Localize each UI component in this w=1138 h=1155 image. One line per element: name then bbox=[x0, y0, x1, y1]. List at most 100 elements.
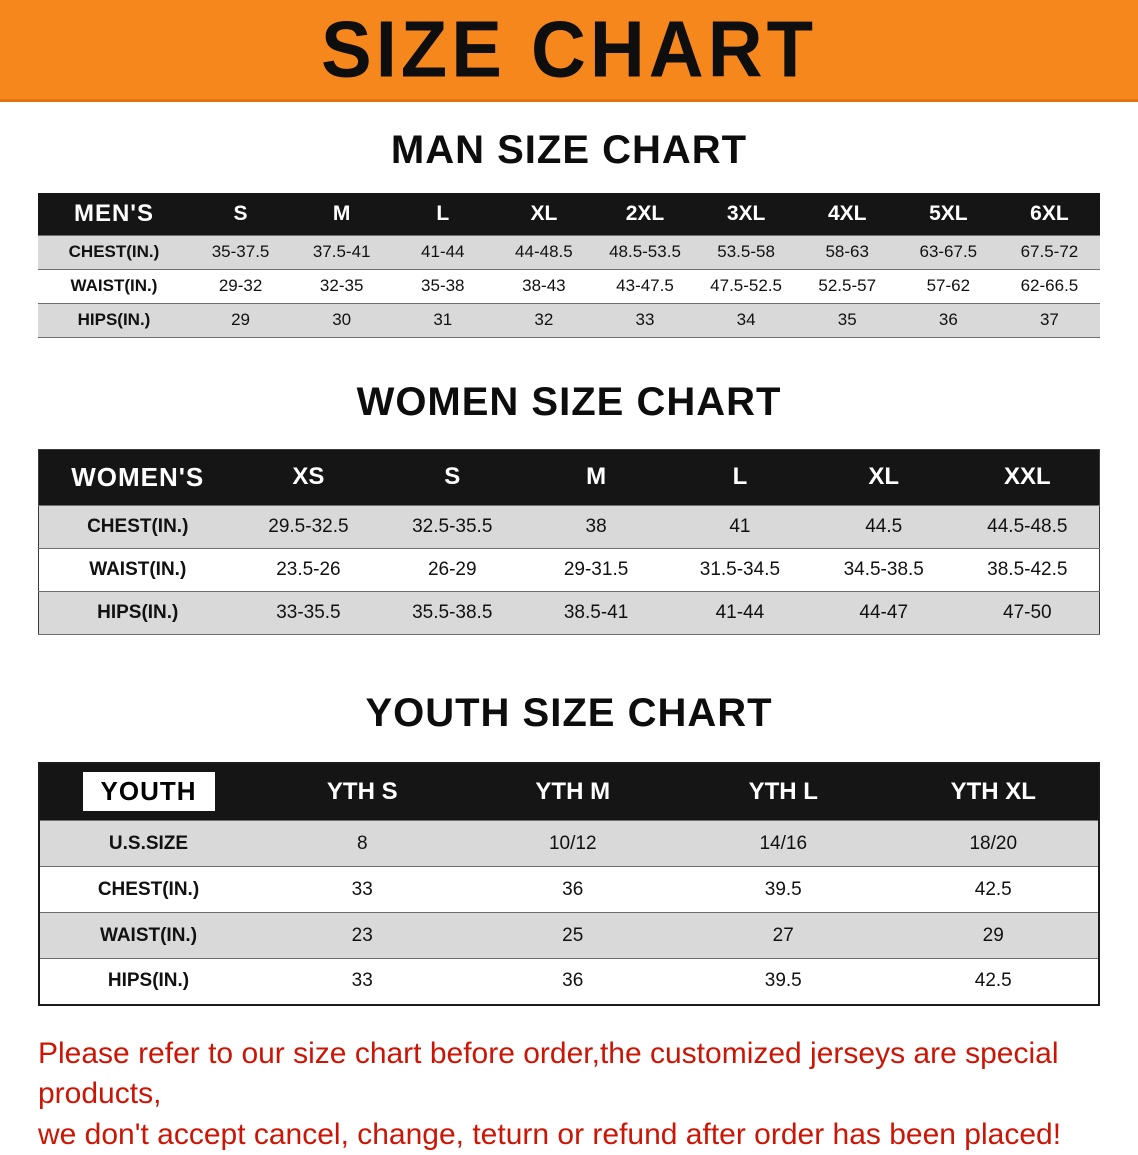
table-corner-label: MEN'S bbox=[38, 193, 190, 235]
size-value: 29.5-32.5 bbox=[237, 505, 381, 548]
size-value: 57-62 bbox=[898, 269, 999, 303]
table-corner-label-text: YOUTH bbox=[83, 772, 215, 811]
size-value: 33-35.5 bbox=[237, 591, 381, 634]
size-value: 67.5-72 bbox=[999, 235, 1100, 269]
row-label: CHEST(IN.) bbox=[39, 505, 237, 548]
row-label: HIPS(IN.) bbox=[39, 591, 237, 634]
size-column-header: S bbox=[190, 193, 291, 235]
size-value: 26-29 bbox=[380, 548, 524, 591]
notice-line-2: we don't accept cancel, change, teturn o… bbox=[38, 1115, 1100, 1155]
size-value: 33 bbox=[257, 867, 468, 913]
size-value: 38-43 bbox=[493, 269, 594, 303]
size-value: 29 bbox=[190, 303, 291, 337]
size-value: 44-47 bbox=[812, 591, 956, 634]
size-value: 36 bbox=[468, 959, 679, 1005]
size-value: 35 bbox=[797, 303, 898, 337]
size-value: 14/16 bbox=[678, 821, 889, 867]
size-column-header: M bbox=[291, 193, 392, 235]
size-value: 48.5-53.5 bbox=[594, 235, 695, 269]
size-column-header: YTH M bbox=[468, 763, 679, 821]
size-value: 29-32 bbox=[190, 269, 291, 303]
size-value: 18/20 bbox=[889, 821, 1100, 867]
size-value: 41 bbox=[668, 505, 812, 548]
size-column-header: YTH XL bbox=[889, 763, 1100, 821]
size-column-header: YTH S bbox=[257, 763, 468, 821]
size-value: 41-44 bbox=[392, 235, 493, 269]
size-value: 52.5-57 bbox=[797, 269, 898, 303]
size-value: 34.5-38.5 bbox=[812, 548, 956, 591]
size-value: 23 bbox=[257, 913, 468, 959]
size-column-header: 5XL bbox=[898, 193, 999, 235]
men-section-heading: MAN SIZE CHART bbox=[0, 128, 1138, 173]
size-value: 36 bbox=[898, 303, 999, 337]
page-title: SIZE CHART bbox=[321, 4, 817, 95]
size-value: 63-67.5 bbox=[898, 235, 999, 269]
size-value: 47-50 bbox=[956, 591, 1100, 634]
size-value: 27 bbox=[678, 913, 889, 959]
size-column-header: M bbox=[524, 449, 668, 505]
row-label: CHEST(IN.) bbox=[39, 867, 257, 913]
size-column-header: XXL bbox=[956, 449, 1100, 505]
size-value: 44-48.5 bbox=[493, 235, 594, 269]
size-value: 30 bbox=[291, 303, 392, 337]
row-label: WAIST(IN.) bbox=[39, 913, 257, 959]
size-value: 42.5 bbox=[889, 959, 1100, 1005]
size-value: 8 bbox=[257, 821, 468, 867]
women-section-heading: WOMEN SIZE CHART bbox=[0, 380, 1138, 425]
table-corner-label-text: MEN'S bbox=[74, 200, 154, 227]
row-label: WAIST(IN.) bbox=[38, 269, 190, 303]
size-value: 47.5-52.5 bbox=[696, 269, 797, 303]
row-label: WAIST(IN.) bbox=[39, 548, 237, 591]
footer-notice: Please refer to our size chart before or… bbox=[0, 1034, 1138, 1155]
banner: SIZE CHART bbox=[0, 0, 1138, 102]
size-value: 35.5-38.5 bbox=[380, 591, 524, 634]
size-column-header: S bbox=[380, 449, 524, 505]
size-value: 44.5 bbox=[812, 505, 956, 548]
size-column-header: YTH L bbox=[678, 763, 889, 821]
size-value: 25 bbox=[468, 913, 679, 959]
size-value: 41-44 bbox=[668, 591, 812, 634]
size-column-header: 3XL bbox=[696, 193, 797, 235]
size-value: 10/12 bbox=[468, 821, 679, 867]
size-column-header: 2XL bbox=[594, 193, 695, 235]
size-value: 31 bbox=[392, 303, 493, 337]
size-value: 32-35 bbox=[291, 269, 392, 303]
size-value: 38.5-41 bbox=[524, 591, 668, 634]
table-corner-label: YOUTH bbox=[39, 763, 257, 821]
size-column-header: XS bbox=[237, 449, 381, 505]
size-value: 33 bbox=[257, 959, 468, 1005]
size-value: 36 bbox=[468, 867, 679, 913]
size-value: 42.5 bbox=[889, 867, 1100, 913]
size-value: 29-31.5 bbox=[524, 548, 668, 591]
row-label: HIPS(IN.) bbox=[38, 303, 190, 337]
size-column-header: L bbox=[392, 193, 493, 235]
size-value: 37 bbox=[999, 303, 1100, 337]
size-column-header: XL bbox=[812, 449, 956, 505]
size-value: 32 bbox=[493, 303, 594, 337]
size-value: 23.5-26 bbox=[237, 548, 381, 591]
row-label: U.S.SIZE bbox=[39, 821, 257, 867]
size-value: 35-37.5 bbox=[190, 235, 291, 269]
size-value: 35-38 bbox=[392, 269, 493, 303]
